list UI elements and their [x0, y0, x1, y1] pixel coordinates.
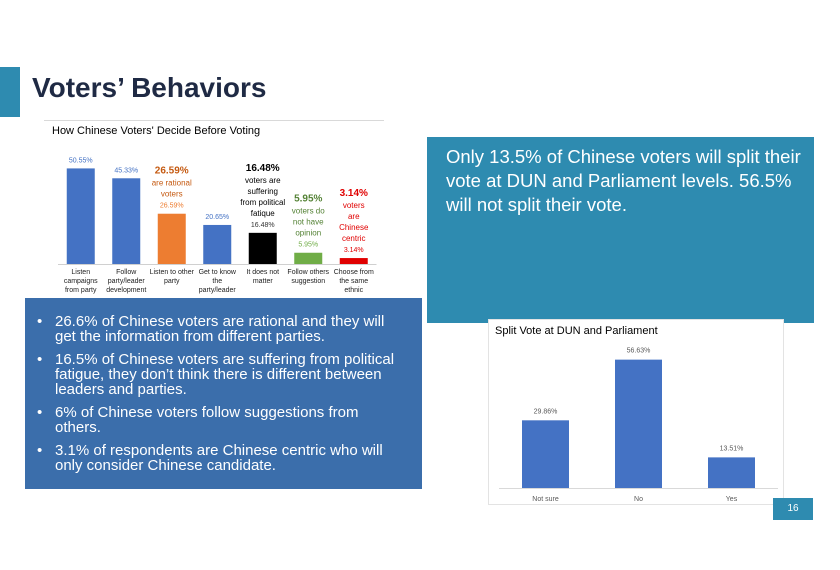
data-label-6: 3.14%: [344, 247, 364, 254]
category-label-2-0: Listen to other: [150, 269, 195, 276]
annotation-line-6-2: Chinese: [339, 223, 369, 232]
category-label-4-1: matter: [253, 278, 274, 285]
annotation-line-4-3: fatique: [251, 209, 276, 218]
split-data-label-2: 13.51%: [720, 445, 744, 452]
split-data-label-1: 56.63%: [627, 348, 651, 355]
split-bar-2: [708, 457, 755, 488]
split-bar-0: [522, 420, 569, 488]
category-label-6-0: Choose from: [334, 269, 374, 276]
annotation-value-4: 16.48%: [246, 163, 280, 174]
annotation-line-5-1: not have: [293, 218, 324, 227]
category-label-3-1: the: [212, 278, 222, 285]
bar-3: [203, 224, 232, 264]
annotation-value-5: 5.95%: [294, 194, 322, 205]
annotation-line-6-0: voters: [343, 201, 365, 210]
annotation-line-2-0: are rational: [152, 179, 192, 188]
data-label-4: 16.48%: [251, 222, 275, 229]
split-vote-summary-text: Only 13.5% of Chinese voters will split …: [446, 146, 801, 215]
category-label-0-0: Listen: [71, 269, 90, 276]
split-bar-1: [615, 359, 662, 488]
finding-item-suggestion: 6% of Chinese voters follow suggestions …: [37, 405, 406, 435]
title-accent-bar: [0, 67, 20, 117]
annotation-value-2: 26.59%: [155, 166, 189, 177]
split-category-label-2: Yes: [726, 496, 738, 503]
category-label-5-1: suggestion: [291, 278, 325, 285]
data-label-0: 50.55%: [69, 157, 93, 164]
category-label-1-0: Follow: [116, 269, 137, 276]
annotation-line-4-0: voters are: [245, 176, 281, 185]
annotation-line-5-2: opinion: [295, 229, 321, 238]
slide-title: Voters’ Behaviors: [32, 72, 267, 103]
split-vote-summary-box: Only 13.5% of Chinese voters will split …: [427, 137, 814, 323]
finding-item-fatigue: 16.5% of Chinese voters are suffering fr…: [37, 352, 406, 397]
finding-item-rational: 26.6% of Chinese voters are rational and…: [37, 314, 406, 344]
category-label-3-2: party/leader: [199, 287, 237, 294]
category-label-4-0: It does not: [246, 269, 279, 276]
annotation-line-2-1: voters: [161, 190, 183, 199]
category-label-0-2: from party: [65, 287, 97, 294]
annotation-line-6-1: are: [348, 212, 360, 221]
category-label-2-1: party: [164, 278, 180, 285]
annotation-value-6: 3.14%: [340, 188, 368, 199]
bar-6: [339, 258, 368, 264]
split-vote-chart-title: Split Vote at DUN and Parliament: [495, 325, 658, 337]
bar-2: [157, 213, 186, 264]
annotation-line-6-3: centric: [342, 234, 366, 243]
data-label-1: 45.33%: [114, 167, 138, 174]
bar-1: [112, 178, 141, 264]
split-vote-chart: Split Vote at DUN and Parliament 29.86% N…: [488, 319, 784, 505]
bar-4: [248, 232, 277, 264]
category-label-6-2: ethnic: [344, 287, 363, 294]
split-category-label-0: Not sure: [532, 496, 559, 503]
data-label-2: 26.59%: [160, 203, 184, 210]
annotation-line-4-2: from political: [240, 198, 285, 207]
category-label-3-0: Get to know: [199, 269, 237, 276]
findings-list: 26.6% of Chinese voters are rational and…: [37, 314, 406, 473]
category-label-6-1: the same: [339, 278, 368, 285]
split-data-label-0: 29.86%: [534, 408, 558, 415]
voter-decision-chart-title: How Chinese Voters' Decide Before Voting: [52, 125, 261, 137]
split-vote-chart-plot: 29.86% Not sure 56.63% No 13.51% Yes: [499, 348, 778, 503]
data-label-5: 5.95%: [298, 242, 318, 249]
category-label-1-2: development: [106, 287, 146, 294]
bar-0: [66, 168, 95, 264]
bar-5: [294, 252, 323, 264]
voter-decision-chart: How Chinese Voters' Decide Before Voting…: [44, 120, 384, 298]
finding-item-chinese-centric: 3.1% of respondents are Chinese centric …: [37, 443, 406, 473]
data-label-3: 20.65%: [205, 214, 229, 221]
page-number: 16: [773, 498, 813, 520]
category-label-0-1: campaigns: [64, 278, 98, 285]
annotation-line-4-1: suffering: [247, 187, 278, 196]
category-label-5-0: Follow others: [287, 269, 329, 276]
split-category-label-1: No: [634, 496, 643, 503]
annotation-line-5-0: voters do: [292, 207, 325, 216]
voter-decision-chart-plot: 50.55% Listen campaigns from party 45.33% Fol…: [58, 157, 377, 294]
category-label-1-1: party/leader: [108, 278, 146, 285]
findings-box: 26.6% of Chinese voters are rational and…: [25, 298, 422, 489]
